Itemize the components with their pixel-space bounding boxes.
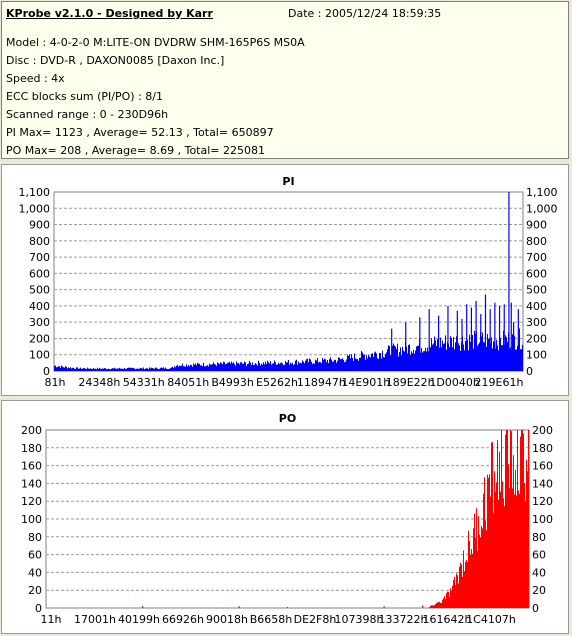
info-po-stats: PO Max= 208 , Average= 8.69 , Total= 225… [6, 144, 265, 157]
y-tick-label-right: 200 [526, 332, 547, 345]
y-tick-label-left: 900 [29, 219, 50, 232]
series-area [142, 430, 529, 608]
y-tick-label-left: 400 [29, 300, 50, 313]
y-tick-label-right: 20 [532, 584, 546, 597]
po-chart-panel: PO 0 0 20 20 40 40 60 60 80 80 100 100 120 120 140 140 16… [1, 400, 569, 634]
info-speed: Speed : 4x [6, 72, 65, 85]
info-model: Model : 4-0-2-0 M:LITE-ON DVDRW SHM-165P… [6, 36, 305, 49]
y-tick-label-left: 200 [21, 424, 42, 437]
y-tick-label-right: 1,100 [526, 186, 558, 199]
y-tick-label-right: 80 [532, 531, 546, 544]
y-tick-label-right: 300 [526, 316, 547, 329]
y-tick-label-left: 160 [21, 460, 42, 473]
chart-title: PO [279, 412, 296, 425]
y-tick-label-right: 600 [526, 267, 547, 280]
plot-area [53, 191, 524, 372]
x-tick-label: E5262h [256, 376, 298, 389]
y-tick-label-left: 1,000 [19, 202, 51, 215]
y-tick-label-right: 160 [532, 460, 553, 473]
y-tick-label-right: 180 [532, 442, 553, 455]
x-tick-label: B6658h [250, 613, 293, 626]
x-tick-label: 1C4107h [466, 613, 516, 626]
series-area [54, 192, 523, 371]
pi-chart: PI 0 0 100 100 200 200 300 300 400 400 500 500 600 600… [19, 175, 558, 389]
y-tick-label-right: 400 [526, 300, 547, 313]
y-tick-label-left: 1,100 [19, 186, 51, 199]
x-tick-label: 66926h [162, 613, 204, 626]
y-tick-label-left: 100 [29, 349, 50, 362]
x-tick-label: 24348h [78, 376, 120, 389]
y-tick-label-right: 500 [526, 284, 547, 297]
x-tick-label: DE2F8h [294, 613, 337, 626]
y-tick-label-right: 100 [532, 513, 553, 526]
y-tick-label-right: 800 [526, 235, 547, 248]
y-tick-label-right: 140 [532, 477, 553, 490]
po-chart: PO 0 0 20 20 40 40 60 60 80 80 100 100 120 120 140 140 16… [21, 412, 553, 626]
x-tick-label: 11h [41, 613, 62, 626]
y-tick-label-right: 900 [526, 219, 547, 232]
x-tick-label: 161642h [423, 613, 472, 626]
y-tick-label-left: 300 [29, 316, 50, 329]
y-tick-label-left: 120 [21, 495, 42, 508]
y-tick-label-right: 0 [526, 365, 533, 378]
pi-chart-panel: PI 0 0 100 100 200 200 300 300 400 400 500 500 600 600… [1, 164, 569, 396]
y-tick-label-right: 120 [532, 495, 553, 508]
y-tick-label-right: 100 [526, 349, 547, 362]
x-tick-label: 14E901h [341, 376, 390, 389]
info-range: Scanned range : 0 - 230D96h [6, 108, 169, 121]
x-tick-label: 81h [45, 376, 66, 389]
x-tick-label: 84051h [167, 376, 209, 389]
info-ecc: ECC blocks sum (PI/PO) : 8/1 [6, 90, 163, 103]
y-tick-label-left: 800 [29, 235, 50, 248]
y-tick-label-right: 0 [532, 602, 539, 615]
y-tick-label-left: 0 [35, 602, 42, 615]
y-tick-label-right: 1,000 [526, 202, 558, 215]
info-pi-stats: PI Max= 1123 , Average= 52.13 , Total= 6… [6, 126, 274, 139]
y-tick-label-left: 100 [21, 513, 42, 526]
series-bars [54, 328, 523, 371]
y-tick-label-left: 500 [29, 284, 50, 297]
y-tick-label-left: 600 [29, 267, 50, 280]
x-tick-label: 54331h [123, 376, 165, 389]
x-tick-label: 133722h [379, 613, 428, 626]
chart-title: PI [282, 175, 294, 188]
y-tick-label-left: 40 [28, 566, 42, 579]
x-tick-label: 17001h [74, 613, 116, 626]
x-tick-label: 219E61h [475, 376, 524, 389]
scan-date: Date : 2005/12/24 18:59:35 [288, 7, 442, 20]
info-disc: Disc : DVD-R , DAXON0085 [Daxon Inc.] [6, 54, 225, 67]
y-tick-label-left: 60 [28, 549, 42, 562]
y-tick-label-right: 60 [532, 549, 546, 562]
x-tick-label: 107398h [335, 613, 384, 626]
info-panel: KProbe v2.1.0 - Designed by Karr Date : … [1, 1, 569, 159]
x-tick-label: 118947h [297, 376, 346, 389]
y-tick-label-right: 200 [532, 424, 553, 437]
x-tick-label: 189E22h [386, 376, 435, 389]
series-bars [428, 430, 529, 608]
x-tick-label: 40199h [118, 613, 160, 626]
y-tick-label-left: 200 [29, 332, 50, 345]
y-tick-label-left: 20 [28, 584, 42, 597]
y-tick-label-left: 180 [21, 442, 42, 455]
x-tick-label: 1D0040h [429, 376, 479, 389]
y-tick-label-left: 700 [29, 251, 50, 264]
x-tick-label: B4993h [211, 376, 254, 389]
y-tick-label-left: 0 [43, 365, 50, 378]
y-tick-label-right: 700 [526, 251, 547, 264]
x-tick-label: 90018h [206, 613, 248, 626]
y-tick-label-left: 80 [28, 531, 42, 544]
y-tick-label-left: 140 [21, 477, 42, 490]
app-title: KProbe v2.1.0 - Designed by Karr [6, 7, 213, 20]
y-tick-label-right: 40 [532, 566, 546, 579]
